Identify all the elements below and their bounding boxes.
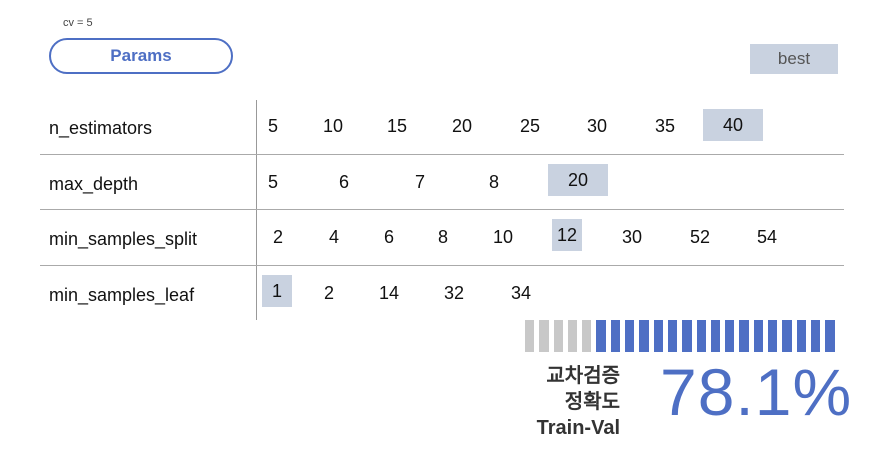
param-value-best: 1 <box>262 275 292 307</box>
accuracy-bar-segment-filled <box>667 320 678 352</box>
param-value: 15 <box>386 116 408 136</box>
accuracy-bar <box>525 320 835 352</box>
accuracy-bar-segment-filled <box>810 320 821 352</box>
row-divider <box>40 265 844 266</box>
param-value: 2 <box>272 227 284 247</box>
column-divider <box>256 100 257 320</box>
accuracy-bar-segment-filled <box>753 320 764 352</box>
accuracy-bar-segment-empty <box>567 320 578 352</box>
param-value: 6 <box>383 227 395 247</box>
param-name-max-depth: max_depth <box>49 174 139 194</box>
param-value: 20 <box>451 116 473 136</box>
cv-label: cv = 5 <box>63 17 93 29</box>
accuracy-bar-segment-empty <box>553 320 563 352</box>
accuracy-bar-segment-filled <box>653 320 663 352</box>
accuracy-bar-segment-empty <box>525 320 535 352</box>
accuracy-bar-segment-filled <box>796 320 806 352</box>
accuracy-bar-segment-filled <box>610 320 621 352</box>
accuracy-bar-segment-filled <box>768 320 778 352</box>
param-value: 10 <box>492 227 514 247</box>
param-value: 8 <box>488 172 500 192</box>
param-name-n-estimators: n_estimators <box>49 118 153 138</box>
param-value: 54 <box>756 227 778 247</box>
metric-value: 78.1% <box>660 355 853 429</box>
param-value: 2 <box>323 283 335 303</box>
params-button[interactable]: Params <box>49 38 233 74</box>
param-value: 7 <box>414 172 426 192</box>
param-value-best: 40 <box>703 109 763 141</box>
param-name-min-samples-leaf: min_samples_leaf <box>49 285 195 305</box>
metric-label-line1: 교차검증 <box>546 365 620 387</box>
accuracy-bar-segment-filled <box>825 320 835 352</box>
param-value: 35 <box>654 116 676 136</box>
param-value: 6 <box>338 172 350 192</box>
param-value: 10 <box>322 116 344 136</box>
param-value: 14 <box>378 283 400 303</box>
accuracy-bar-segment-filled <box>725 320 735 352</box>
row-divider <box>40 154 844 155</box>
accuracy-bar-segment-filled <box>710 320 721 352</box>
param-value: 34 <box>510 283 532 303</box>
accuracy-bar-segment-filled <box>782 320 792 352</box>
param-value: 30 <box>586 116 608 136</box>
metric-label-line3: Train-Val <box>536 417 620 439</box>
best-legend-badge: best <box>750 44 838 74</box>
row-divider <box>40 209 844 210</box>
accuracy-bar-segment-filled <box>625 320 635 352</box>
param-name-min-samples-split: min_samples_split <box>49 229 198 249</box>
param-value-best: 12 <box>552 219 582 251</box>
accuracy-bar-segment-filled <box>682 320 692 352</box>
param-value: 5 <box>267 116 279 136</box>
param-value: 32 <box>443 283 465 303</box>
accuracy-bar-segment-filled <box>639 320 649 352</box>
param-value: 4 <box>328 227 340 247</box>
accuracy-bar-segment-filled <box>696 320 706 352</box>
metric-label-line2: 정확도 <box>564 391 620 413</box>
param-value: 52 <box>689 227 711 247</box>
accuracy-bar-segment-empty <box>582 320 592 352</box>
param-value: 5 <box>267 172 279 192</box>
accuracy-bar-segment-empty <box>539 320 549 352</box>
accuracy-bar-segment-filled <box>739 320 749 352</box>
param-value: 30 <box>621 227 643 247</box>
param-value: 8 <box>437 227 449 247</box>
param-value: 25 <box>519 116 541 136</box>
param-value-best: 20 <box>548 164 608 196</box>
accuracy-bar-segment-filled <box>596 320 606 352</box>
